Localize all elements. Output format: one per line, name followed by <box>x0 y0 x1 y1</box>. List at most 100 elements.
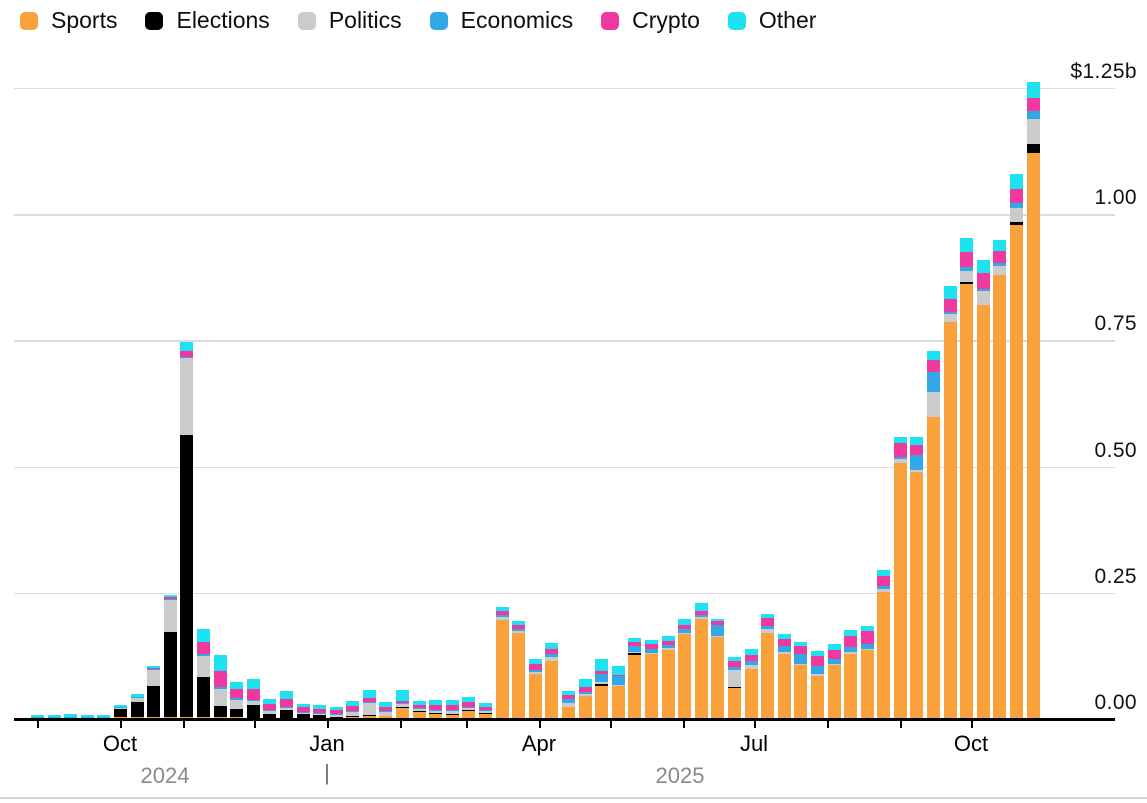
bar-segment-other[interactable] <box>462 696 476 703</box>
bar-segment-politics[interactable] <box>196 655 210 678</box>
bar-segment-other[interactable] <box>147 666 161 669</box>
bar-segment-crypto[interactable] <box>678 624 692 630</box>
bar-segment-other[interactable] <box>844 630 858 637</box>
bar-segment-crypto[interactable] <box>163 597 177 600</box>
bar-segment-sports[interactable] <box>711 637 725 718</box>
bar-segment-other[interactable] <box>379 701 393 707</box>
bar-segment-crypto[interactable] <box>196 641 210 654</box>
bar-segment-politics[interactable] <box>562 702 575 707</box>
bar-segment-elections[interactable] <box>130 701 144 717</box>
bar-segment-politics[interactable] <box>263 711 277 715</box>
bar-segment-economics[interactable] <box>396 703 410 705</box>
bar-week-2025-05-04[interactable] <box>611 666 625 718</box>
bar-segment-crypto[interactable] <box>296 707 310 713</box>
bar-week-2024-10-06[interactable] <box>113 705 127 718</box>
bar-segment-crypto[interactable] <box>744 654 758 661</box>
bar-segment-sports[interactable] <box>528 673 542 718</box>
bar-segment-economics[interactable] <box>777 646 791 653</box>
bar-segment-sports[interactable] <box>910 472 924 718</box>
bar-segment-sports[interactable] <box>64 717 78 718</box>
bar-segment-elections[interactable] <box>362 715 376 717</box>
bar-segment-politics[interactable] <box>595 682 609 685</box>
bar-segment-economics[interactable] <box>462 706 476 708</box>
bar-segment-other[interactable] <box>694 602 708 611</box>
bar-segment-elections[interactable] <box>727 686 741 688</box>
bar-segment-economics[interactable] <box>31 717 44 718</box>
bar-segment-crypto[interactable] <box>927 360 941 372</box>
bar-week-2025-07-27[interactable] <box>810 650 824 718</box>
bar-segment-crypto[interactable] <box>611 675 625 677</box>
bar-segment-economics[interactable] <box>279 707 293 709</box>
bar-segment-other[interactable] <box>777 634 791 640</box>
bar-week-2025-05-25[interactable] <box>661 636 675 718</box>
bar-segment-economics[interactable] <box>263 710 277 712</box>
bar-segment-politics[interactable] <box>180 358 194 436</box>
bar-segment-economics[interactable] <box>163 599 177 601</box>
bar-week-2025-10-26[interactable] <box>1026 82 1040 718</box>
bar-segment-sports[interactable] <box>379 716 393 718</box>
bar-segment-other[interactable] <box>877 569 891 576</box>
bar-week-2024-09-08[interactable] <box>47 714 61 718</box>
bar-segment-politics[interactable] <box>1026 118 1040 144</box>
bar-segment-politics[interactable] <box>362 703 376 716</box>
bar-segment-sports[interactable] <box>661 650 675 718</box>
bar-segment-crypto[interactable] <box>1026 98 1040 111</box>
bar-segment-politics[interactable] <box>479 711 493 714</box>
bar-segment-economics[interactable] <box>113 707 127 708</box>
bar-segment-crypto[interactable] <box>279 699 293 708</box>
bar-week-2024-11-10[interactable] <box>196 628 210 718</box>
bar-week-2025-01-26[interactable] <box>379 701 393 718</box>
bar-segment-crypto[interactable] <box>960 251 974 268</box>
bar-segment-crypto[interactable] <box>230 689 244 699</box>
bar-segment-politics[interactable] <box>628 652 642 654</box>
bar-segment-crypto[interactable] <box>213 670 227 687</box>
bar-segment-politics[interactable] <box>246 701 260 706</box>
bar-segment-other[interactable] <box>97 714 111 717</box>
bar-segment-sports[interactable] <box>860 650 874 718</box>
bar-week-2024-12-08[interactable] <box>263 698 277 718</box>
bar-segment-economics[interactable] <box>844 647 858 653</box>
bar-segment-other[interactable] <box>479 702 493 707</box>
bar-segment-politics[interactable] <box>611 685 625 687</box>
bar-segment-elections[interactable] <box>296 714 310 718</box>
bar-segment-politics[interactable] <box>644 652 658 654</box>
bar-segment-economics[interactable] <box>346 710 360 712</box>
bar-segment-economics[interactable] <box>711 625 725 637</box>
bar-segment-sports[interactable] <box>246 717 260 718</box>
bar-segment-elections[interactable] <box>412 711 426 712</box>
bar-segment-other[interactable] <box>810 650 824 656</box>
bar-segment-elections[interactable] <box>346 716 360 717</box>
bar-segment-politics[interactable] <box>279 708 293 711</box>
bar-segment-other[interactable] <box>163 595 177 598</box>
bar-week-2024-12-29[interactable] <box>313 705 327 718</box>
bar-week-2025-07-13[interactable] <box>777 634 791 718</box>
bar-segment-sports[interactable] <box>147 717 161 718</box>
bar-week-2024-10-13[interactable] <box>130 693 144 718</box>
bar-segment-crypto[interactable] <box>462 702 476 707</box>
bar-segment-crypto[interactable] <box>976 272 990 289</box>
bar-segment-politics[interactable] <box>130 697 144 702</box>
bar-segment-economics[interactable] <box>495 615 509 618</box>
bar-week-2025-01-05[interactable] <box>329 707 343 718</box>
bar-segment-other[interactable] <box>329 707 343 711</box>
bar-week-2025-02-09[interactable] <box>412 701 426 718</box>
bar-segment-economics[interactable] <box>64 717 78 718</box>
bar-segment-sports[interactable] <box>263 717 277 718</box>
bar-segment-other[interactable] <box>827 643 841 650</box>
bar-segment-economics[interactable] <box>296 712 310 714</box>
bar-segment-sports[interactable] <box>80 717 94 718</box>
bar-segment-other[interactable] <box>644 640 658 645</box>
bar-segment-economics[interactable] <box>1010 202 1024 208</box>
bar-segment-sports[interactable] <box>329 717 343 718</box>
bar-segment-politics[interactable] <box>960 271 974 283</box>
bar-segment-crypto[interactable] <box>528 664 542 670</box>
bar-segment-sports[interactable] <box>976 304 990 718</box>
bar-segment-crypto[interactable] <box>761 618 775 627</box>
bar-segment-other[interactable] <box>678 619 692 625</box>
bar-segment-crypto[interactable] <box>379 706 393 711</box>
bar-segment-politics[interactable] <box>545 657 559 662</box>
bar-week-2025-08-03[interactable] <box>827 643 841 718</box>
bar-segment-elections[interactable] <box>960 282 974 285</box>
bar-segment-crypto[interactable] <box>147 668 161 669</box>
bar-segment-economics[interactable] <box>943 312 957 315</box>
